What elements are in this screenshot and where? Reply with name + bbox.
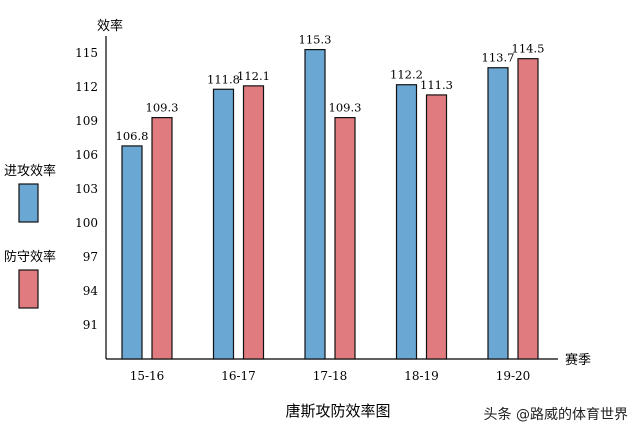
y-tick-label: 94 [83, 284, 99, 298]
bar-value-label: 112.2 [390, 68, 423, 82]
watermark: 头条 @路威的体育世界 [484, 406, 628, 423]
y-tick-label: 100 [75, 216, 98, 230]
y-axis-label: 效率 [97, 18, 123, 34]
bar-value-label: 114.5 [512, 42, 545, 56]
x-tick-label: 19-20 [496, 369, 531, 383]
bar-value-label: 111.8 [207, 72, 240, 86]
legend-label: 防守效率 [4, 249, 56, 265]
bar-value-label: 109.3 [146, 101, 179, 115]
y-tick-label: 112 [75, 80, 98, 94]
bar-value-label: 113.7 [482, 51, 515, 65]
y-tick-label: 103 [75, 182, 98, 196]
legend-label: 进攻效率 [4, 163, 56, 179]
bar [121, 145, 143, 360]
bar-value-label: 112.1 [237, 69, 270, 83]
y-tick-label: 106 [75, 148, 98, 162]
legend-swatch [18, 183, 39, 223]
bar-value-label: 115.3 [299, 33, 332, 47]
bar [395, 84, 418, 360]
x-tick-label: 16-17 [221, 369, 256, 383]
x-tick-label: 17-18 [313, 369, 348, 383]
y-tick-label: 97 [83, 250, 98, 264]
axes [105, 36, 558, 360]
y-ticks: 91 94 97 100 103 106 109 112 115 [75, 46, 98, 332]
y-tick-label: 109 [75, 114, 98, 128]
bar [334, 116, 356, 360]
chart-title: 唐斯攻防效率图 [285, 402, 390, 420]
bar-value-label: 106.8 [116, 129, 149, 143]
bar [425, 94, 448, 360]
bar [151, 116, 173, 360]
bar [487, 67, 509, 360]
bar [304, 48, 326, 360]
x-tick-label: 15-16 [130, 369, 165, 383]
bar [212, 88, 235, 360]
y-tick-label: 91 [83, 318, 98, 332]
bar-value-label: 109.3 [329, 101, 362, 115]
bar [242, 85, 265, 360]
x-tick-label: 18-19 [404, 369, 439, 383]
x-ticks: 15-16 16-17 17-18 18-19 19-20 [130, 369, 531, 383]
y-tick-label: 115 [75, 46, 98, 60]
bar [517, 58, 539, 360]
bar-value-label: 111.3 [420, 78, 453, 92]
legend-swatch [18, 269, 39, 309]
bars [121, 48, 539, 360]
x-axis-label: 赛季 [565, 352, 591, 368]
